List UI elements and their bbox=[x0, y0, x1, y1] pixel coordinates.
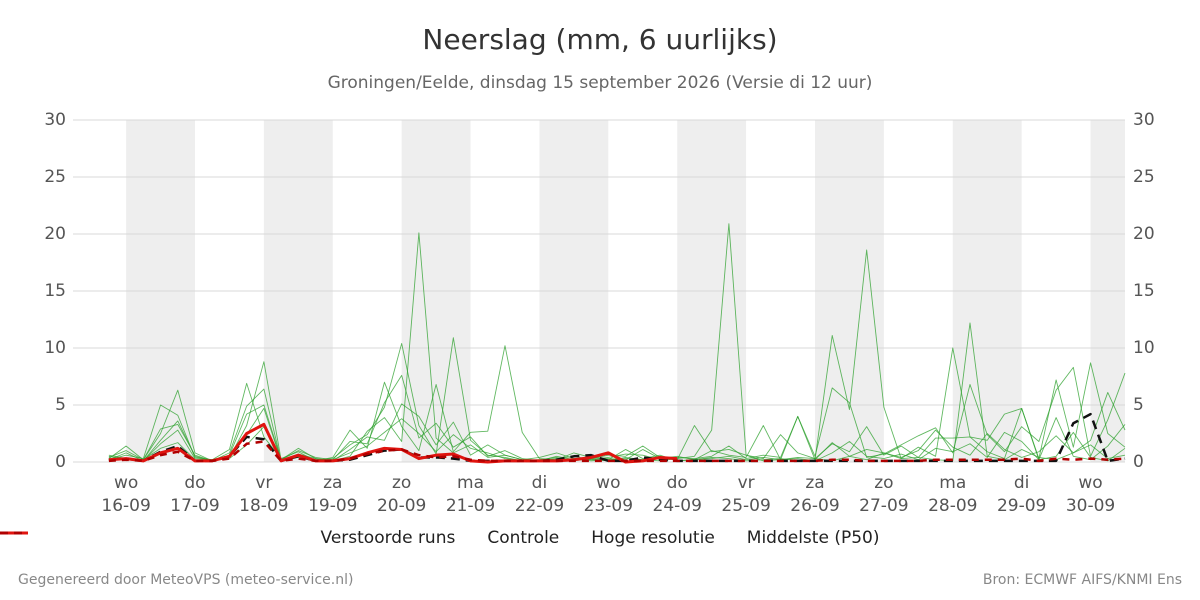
y-tick-label: 10 bbox=[44, 338, 66, 358]
x-tick-label: zo 20-09 bbox=[376, 473, 427, 516]
x-tick-label: do 17-09 bbox=[170, 473, 220, 516]
x-tick-label: zo 27-09 bbox=[859, 473, 909, 516]
y2-tick-label: 30 bbox=[1133, 110, 1155, 130]
x-tick-label: di 29-09 bbox=[996, 473, 1047, 516]
x-tick-label: ma 28-09 bbox=[928, 473, 978, 516]
y-tick-label: 20 bbox=[44, 224, 66, 244]
x-tick-label: wo 30-09 bbox=[1065, 473, 1116, 516]
y2-tick-label: 10 bbox=[1133, 338, 1155, 358]
y-tick-label: 5 bbox=[55, 395, 66, 415]
y2-tick-label: 25 bbox=[1133, 167, 1155, 187]
legend-item: Controle bbox=[0, 528, 560, 548]
x-tick-label: ma 21-09 bbox=[445, 473, 496, 516]
credit-right: Bron: ECMWF AIFS/KNMI Ens bbox=[982, 572, 1182, 588]
x-tick-label: wo 16-09 bbox=[101, 473, 151, 516]
legend-label: Hoge resolutie bbox=[591, 528, 715, 548]
legend: Verstoorde runs Controle Hoge resolutie Mid… bbox=[0, 528, 1200, 548]
legend-swatch bbox=[0, 531, 28, 535]
chart-subtitle: Groningen/Eelde, dinsdag 15 september 20… bbox=[328, 73, 873, 93]
y-tick-label: 25 bbox=[44, 167, 66, 187]
ensemble-member-line bbox=[108, 249, 1126, 462]
legend-item: Middelste (P50) bbox=[0, 528, 880, 548]
x-tick-label: di 22-09 bbox=[514, 473, 565, 516]
legend-item: Hoge resolutie bbox=[0, 528, 715, 548]
legend-item: Verstoorde runs bbox=[0, 528, 456, 548]
series-line bbox=[108, 440, 1126, 463]
x-tick-label: do 24-09 bbox=[652, 473, 702, 516]
y2-tick-label: 20 bbox=[1133, 224, 1155, 244]
x-tick-label: za 19-09 bbox=[308, 473, 358, 516]
legend-label: Middelste (P50) bbox=[746, 528, 880, 548]
chart-title: Neerslag (mm, 6 uurlijks) bbox=[422, 23, 777, 56]
y2-tick-label: 15 bbox=[1133, 281, 1155, 301]
legend-label: Controle bbox=[487, 528, 560, 548]
x-tick-label: vr 25-09 bbox=[721, 473, 771, 516]
y2-tick-label: 5 bbox=[1133, 395, 1144, 415]
y-tick-label: 0 bbox=[55, 452, 66, 472]
credit-left: Gegenereerd door MeteoVPS (meteo-service… bbox=[18, 572, 354, 588]
y-tick-label: 15 bbox=[44, 281, 66, 301]
x-tick-label: wo 23-09 bbox=[583, 473, 634, 516]
y2-tick-label: 0 bbox=[1133, 452, 1144, 472]
legend-label: Verstoorde runs bbox=[320, 528, 456, 548]
x-tick-label: vr 18-09 bbox=[239, 473, 289, 516]
x-tick-label: za 26-09 bbox=[790, 473, 840, 516]
y-tick-label: 30 bbox=[44, 110, 66, 130]
